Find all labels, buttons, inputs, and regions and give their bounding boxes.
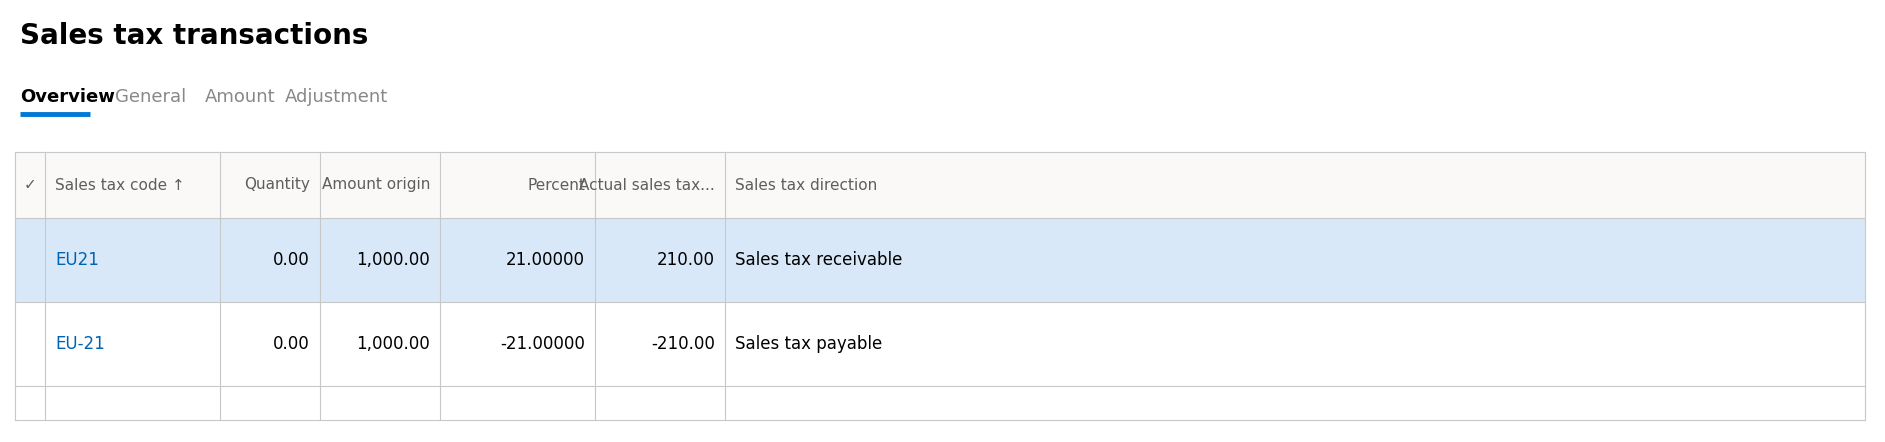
Text: 210.00: 210.00 [658, 251, 714, 269]
Text: Quantity: Quantity [245, 178, 309, 193]
Text: Sales tax direction: Sales tax direction [735, 178, 877, 193]
Text: Overview: Overview [21, 88, 115, 106]
Text: Sales tax transactions: Sales tax transactions [21, 22, 368, 50]
Text: Sales tax receivable: Sales tax receivable [735, 251, 903, 269]
Text: Amount: Amount [205, 88, 275, 106]
Text: -210.00: -210.00 [650, 335, 714, 353]
Text: Amount origin: Amount origin [322, 178, 430, 193]
Bar [15, 218, 1864, 302]
Text: EU21: EU21 [55, 251, 98, 269]
Text: 1,000.00: 1,000.00 [356, 335, 430, 353]
Text: -21.00000: -21.00000 [500, 335, 584, 353]
Text: Percent: Percent [528, 178, 584, 193]
Text: 0.00: 0.00 [273, 251, 309, 269]
Text: EU-21: EU-21 [55, 335, 106, 353]
Text: Adjustment: Adjustment [285, 88, 388, 106]
Text: General: General [115, 88, 187, 106]
Text: Actual sales tax...: Actual sales tax... [579, 178, 714, 193]
Text: 1,000.00: 1,000.00 [356, 251, 430, 269]
Text: ✓: ✓ [25, 178, 36, 193]
Text: Sales tax payable: Sales tax payable [735, 335, 882, 353]
Text: Sales tax code ↑: Sales tax code ↑ [55, 178, 185, 193]
Text: 0.00: 0.00 [273, 335, 309, 353]
Bar [15, 152, 1864, 218]
Text: 21.00000: 21.00000 [505, 251, 584, 269]
Bar [15, 302, 1864, 386]
